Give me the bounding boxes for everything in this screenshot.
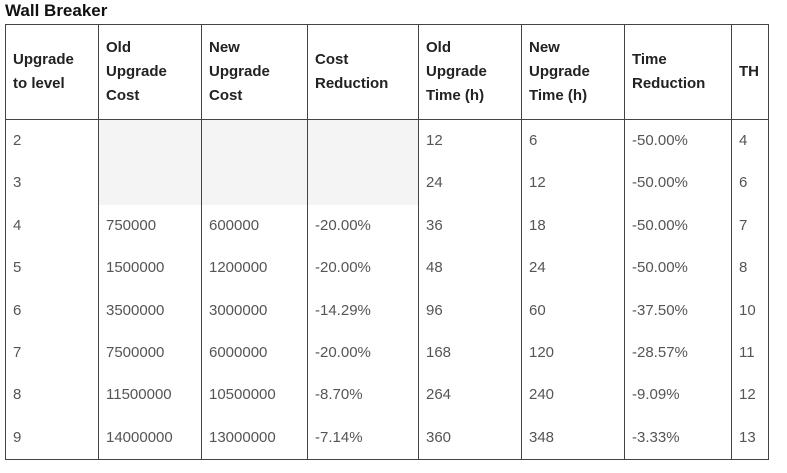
cell-cost-reduction: -8.70% <box>307 374 419 417</box>
cell-new-cost <box>201 162 308 205</box>
table-row: 3 24 12 -50.00% 6 <box>5 162 769 205</box>
cell-new-time: 6 <box>521 119 625 163</box>
table-row: 8 11500000 10500000 -8.70% 264 240 -9.09… <box>5 374 769 417</box>
wall-breaker-table: Upgrade to level Old Upgrade Cost New Up… <box>5 24 769 461</box>
cell-th: 6 <box>731 162 769 205</box>
cell-old-cost: 11500000 <box>98 374 202 417</box>
cell-new-time: 348 <box>521 416 625 461</box>
cell-old-time: 48 <box>418 247 522 290</box>
cell-cost-reduction <box>307 162 419 205</box>
cell-level: 4 <box>5 204 99 248</box>
cell-cost-reduction <box>307 119 419 163</box>
table-row: 6 3500000 3000000 -14.29% 96 60 -37.50% … <box>5 289 769 332</box>
cell-level: 6 <box>5 289 99 332</box>
table-row: 5 1500000 1200000 -20.00% 48 24 -50.00% … <box>5 247 769 290</box>
cell-new-time: 24 <box>521 247 625 290</box>
header-new-upgrade-time: New Upgrade Time (h) <box>521 24 625 120</box>
cell-old-time: 96 <box>418 289 522 332</box>
header-upgrade-to-level: Upgrade to level <box>5 24 99 120</box>
cell-new-time: 120 <box>521 331 625 375</box>
cell-old-time: 360 <box>418 416 522 461</box>
cell-old-cost: 7500000 <box>98 331 202 375</box>
header-old-upgrade-time: Old Upgrade Time (h) <box>418 24 522 120</box>
table-row: 2 12 6 -50.00% 4 <box>5 119 769 163</box>
cell-time-reduction: -50.00% <box>624 162 732 205</box>
cell-cost-reduction: -20.00% <box>307 247 419 290</box>
cell-th: 4 <box>731 119 769 163</box>
cell-cost-reduction: -20.00% <box>307 331 419 375</box>
cell-level: 5 <box>5 247 99 290</box>
cell-level: 9 <box>5 416 99 461</box>
cell-level: 3 <box>5 162 99 205</box>
cell-time-reduction: -3.33% <box>624 416 732 461</box>
cell-new-cost: 13000000 <box>201 416 308 461</box>
cell-new-cost: 6000000 <box>201 331 308 375</box>
cell-th: 12 <box>731 374 769 417</box>
cell-th: 10 <box>731 289 769 332</box>
cell-level: 8 <box>5 374 99 417</box>
cell-new-cost: 600000 <box>201 204 308 248</box>
cell-level: 2 <box>5 119 99 163</box>
cell-old-time: 24 <box>418 162 522 205</box>
cell-cost-reduction: -7.14% <box>307 416 419 461</box>
cell-time-reduction: -50.00% <box>624 119 732 163</box>
header-cost-reduction: Cost Reduction <box>307 24 419 120</box>
cell-new-cost: 3000000 <box>201 289 308 332</box>
cell-cost-reduction: -14.29% <box>307 289 419 332</box>
cell-old-cost: 750000 <box>98 204 202 248</box>
cell-old-time: 36 <box>418 204 522 248</box>
cell-new-time: 60 <box>521 289 625 332</box>
cell-new-time: 240 <box>521 374 625 417</box>
header-time-reduction: Time Reduction <box>624 24 732 120</box>
cell-old-cost: 3500000 <box>98 289 202 332</box>
cell-time-reduction: -9.09% <box>624 374 732 417</box>
cell-new-cost: 1200000 <box>201 247 308 290</box>
cell-time-reduction: -50.00% <box>624 204 732 248</box>
cell-time-reduction: -28.57% <box>624 331 732 375</box>
cell-cost-reduction: -20.00% <box>307 204 419 248</box>
cell-old-cost <box>98 162 202 205</box>
cell-th: 11 <box>731 331 769 375</box>
header-old-upgrade-cost: Old Upgrade Cost <box>98 24 202 120</box>
table-row: 7 7500000 6000000 -20.00% 168 120 -28.57… <box>5 331 769 375</box>
table-row: 4 750000 600000 -20.00% 36 18 -50.00% 7 <box>5 204 769 248</box>
cell-th: 8 <box>731 247 769 290</box>
cell-old-cost: 14000000 <box>98 416 202 461</box>
cell-time-reduction: -37.50% <box>624 289 732 332</box>
header-th: TH <box>731 24 769 120</box>
cell-old-time: 12 <box>418 119 522 163</box>
cell-new-cost <box>201 119 308 163</box>
cell-old-time: 168 <box>418 331 522 375</box>
cell-th: 13 <box>731 416 769 461</box>
cell-new-time: 18 <box>521 204 625 248</box>
cell-old-time: 264 <box>418 374 522 417</box>
table-title: Wall Breaker <box>5 1 108 20</box>
cell-time-reduction: -50.00% <box>624 247 732 290</box>
header-new-upgrade-cost: New Upgrade Cost <box>201 24 308 120</box>
table-header-row: Upgrade to level Old Upgrade Cost New Up… <box>5 24 769 120</box>
cell-level: 7 <box>5 331 99 375</box>
table-row: 9 14000000 13000000 -7.14% 360 348 -3.33… <box>5 416 769 461</box>
cell-old-cost: 1500000 <box>98 247 202 290</box>
cell-th: 7 <box>731 204 769 248</box>
cell-new-cost: 10500000 <box>201 374 308 417</box>
cell-old-cost <box>98 119 202 163</box>
cell-new-time: 12 <box>521 162 625 205</box>
